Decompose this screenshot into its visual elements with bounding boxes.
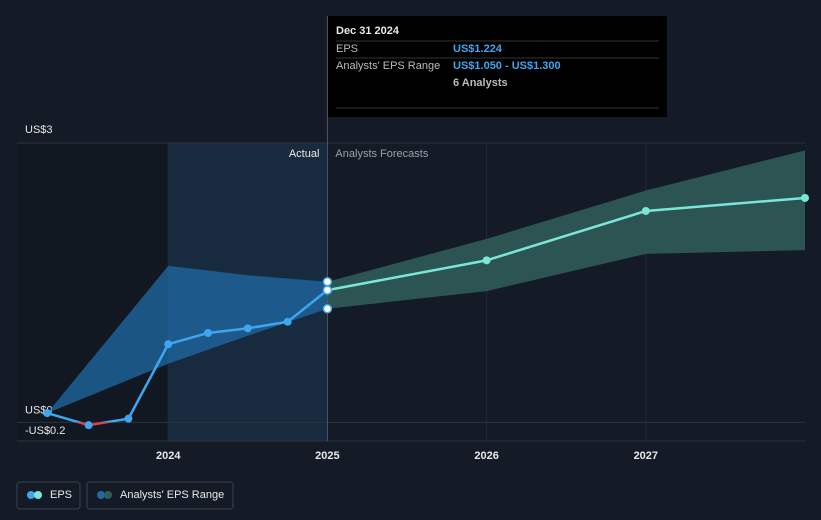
tooltip-key: EPS [336, 43, 358, 55]
tooltip-box [328, 16, 667, 117]
range-point [322, 277, 333, 287]
eps-point [204, 328, 213, 337]
actual-label: Actual [289, 148, 320, 160]
legend: EPS Analysts' EPS Range [16, 481, 234, 510]
legend-icon [97, 491, 105, 499]
eps-point [243, 324, 252, 333]
tooltip-key: Analysts' EPS Range [336, 60, 440, 72]
forecast-label: Analysts Forecasts [335, 148, 428, 160]
forecast-line [327, 196, 806, 292]
legend-label: EPS [50, 489, 72, 501]
tooltip-date: Dec 31 2024 [336, 25, 400, 37]
eps-negative-line [74, 422, 114, 427]
eps-point [322, 285, 333, 295]
eps-point [283, 317, 292, 326]
eps-point [801, 193, 809, 202]
legend-box[interactable] [86, 481, 234, 510]
x-tick-label: 2025 [315, 450, 339, 462]
eps-point [124, 414, 133, 423]
eps-point [641, 206, 650, 215]
tooltip-value: US$1.224 [453, 43, 503, 55]
x-tick-label: 2024 [156, 450, 181, 462]
legend-icon [34, 491, 42, 499]
range-band [327, 150, 805, 309]
eps-point [84, 421, 93, 430]
tooltip-value: US$1.050 - US$1.300 [453, 60, 561, 72]
eps-line [46, 289, 329, 423]
x-tick-label: 2027 [634, 450, 658, 462]
eps-point [164, 340, 173, 349]
legend-icon [104, 491, 112, 499]
legend-box[interactable] [16, 481, 81, 510]
tooltip: Dec 31 2024 EPS US$1.224 Analysts' EPS R… [328, 16, 667, 117]
eps-point [482, 256, 491, 265]
tooltip-value: 6 Analysts [453, 77, 508, 89]
legend-label: Analysts' EPS Range [120, 489, 224, 501]
eps-point [43, 409, 52, 418]
y-tick-label: -US$0.2 [25, 425, 65, 437]
past-shade [17, 143, 168, 441]
x-tick-label: 2026 [474, 450, 498, 462]
y-tick-label: US$3 [25, 124, 53, 136]
legend-icon [27, 491, 35, 499]
range-point [322, 304, 333, 314]
